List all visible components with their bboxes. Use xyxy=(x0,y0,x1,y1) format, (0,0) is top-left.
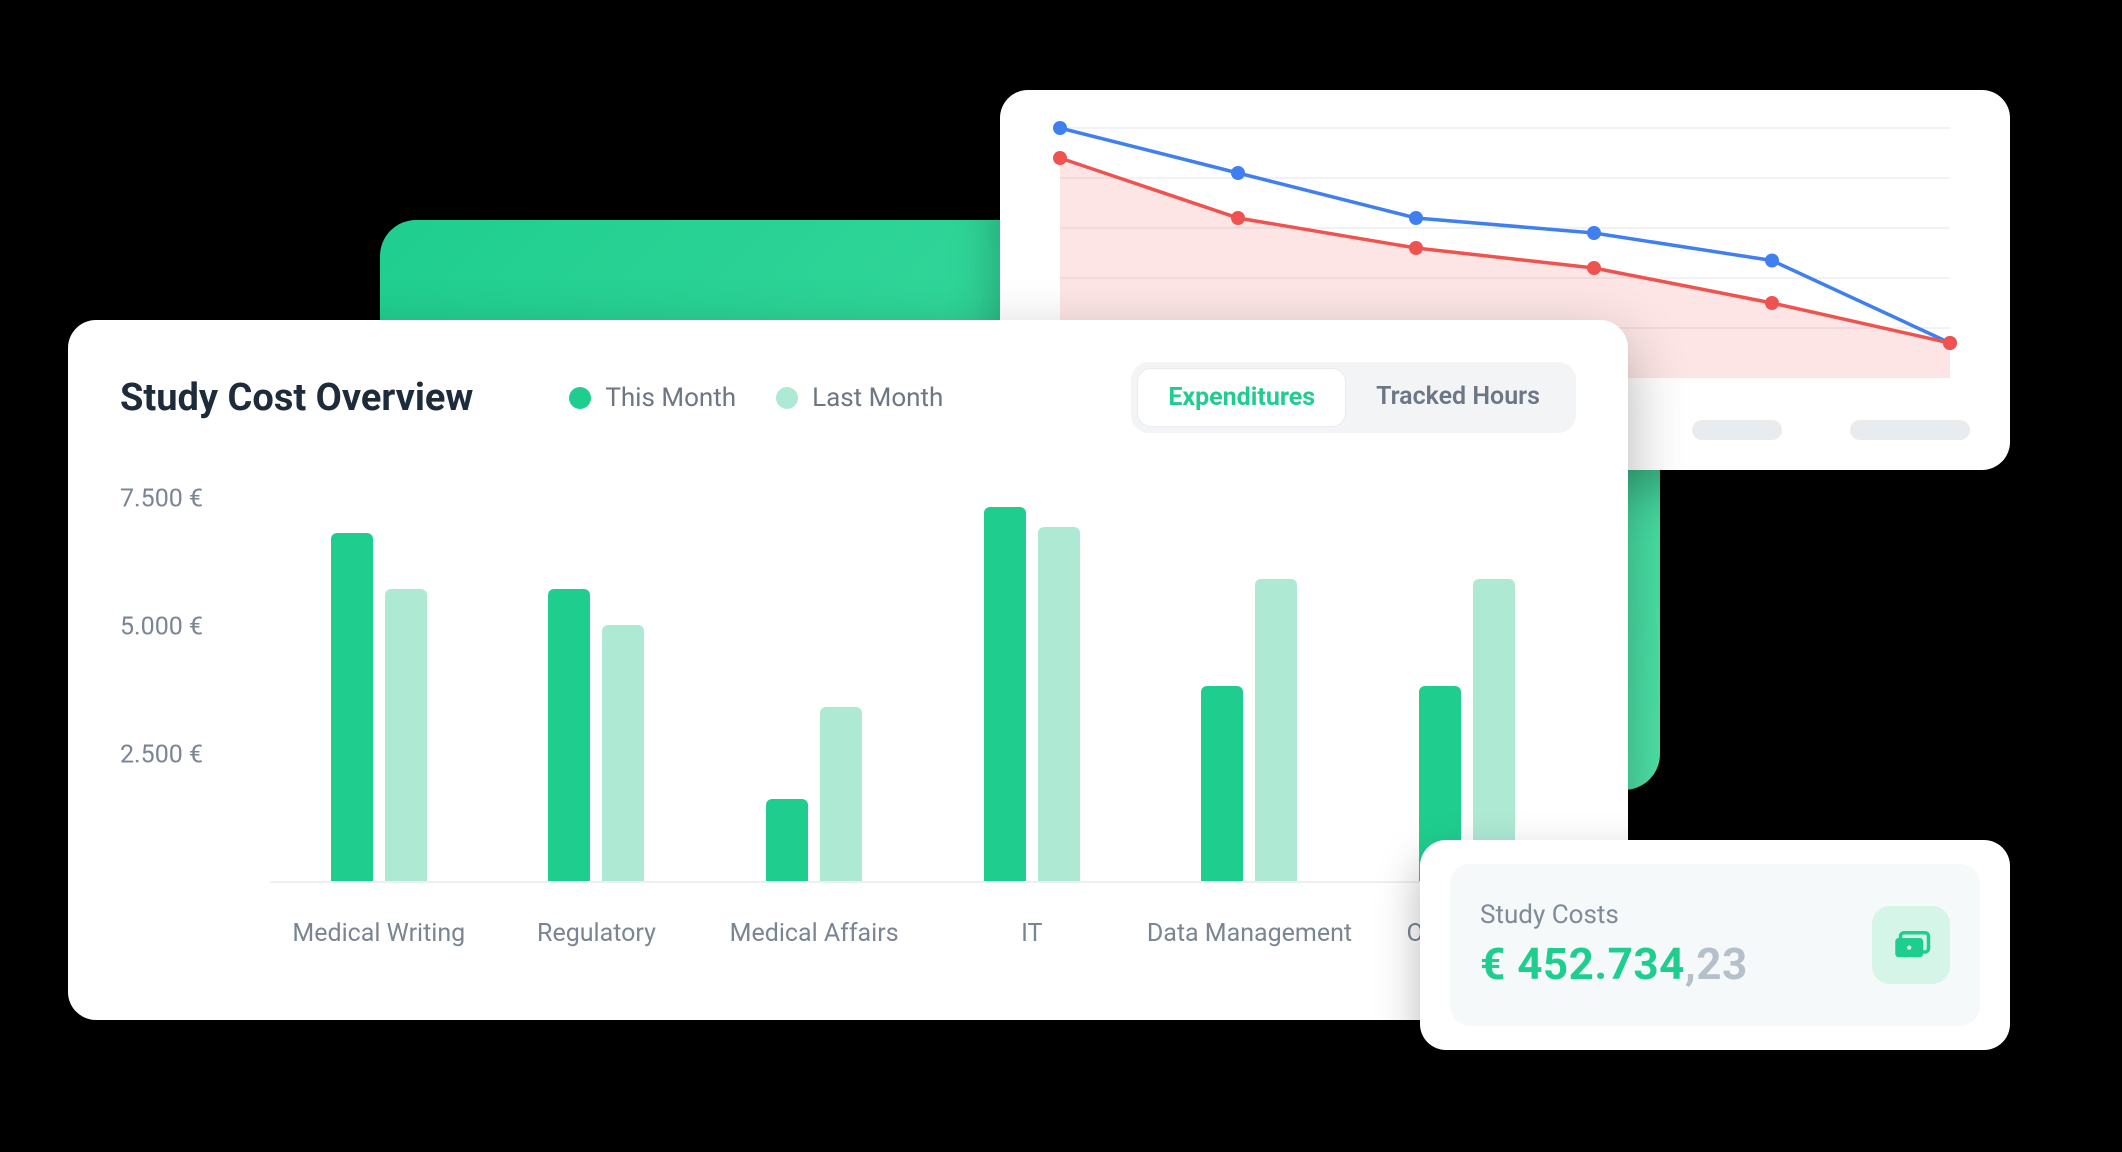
summary-tile: Study Costs € 452.734,23 xyxy=(1450,864,1980,1026)
bar-group xyxy=(749,707,879,881)
bar xyxy=(331,533,373,882)
bar-chart-title: Study Cost Overview xyxy=(120,376,473,420)
bar-chart-legend: This Month Last Month xyxy=(569,383,943,413)
x-label: Data Management xyxy=(1144,919,1354,948)
legend-label: Last Month xyxy=(812,383,943,413)
placeholder-pill xyxy=(1850,420,1970,440)
bar-chart-groups xyxy=(270,473,1576,881)
summary-value-main: 452.734 xyxy=(1517,938,1685,990)
x-label: Medical Writing xyxy=(274,919,484,948)
y-tick-label: 2.500 € xyxy=(120,740,203,769)
bar-group xyxy=(314,533,444,882)
legend-item: Last Month xyxy=(776,383,943,413)
bar-chart-body: 2.500 € 5.000 € 7.500 € Medical WritingReg… xyxy=(120,473,1576,973)
placeholder-pill xyxy=(1692,420,1782,440)
bar xyxy=(602,625,644,881)
bar-group xyxy=(967,507,1097,881)
legend-dot xyxy=(569,387,591,409)
bar-group xyxy=(1402,579,1532,881)
tab-tracked-hours[interactable]: Tracked Hours xyxy=(1346,368,1570,427)
bar xyxy=(1255,579,1297,881)
bar xyxy=(385,589,427,881)
y-tick-label: 7.500 € xyxy=(120,484,203,513)
money-icon xyxy=(1872,906,1950,984)
bar-chart-x-labels: Medical WritingRegulatory Medical Affairs… xyxy=(270,893,1576,973)
bar-chart-header: Study Cost Overview This Month Last Month… xyxy=(68,320,1628,433)
bar xyxy=(766,799,808,881)
legend-label: This Month xyxy=(605,383,736,413)
bar xyxy=(984,507,1026,881)
summary-card: Study Costs € 452.734,23 xyxy=(1420,840,2010,1050)
bar-chart-card: Study Cost Overview This Month Last Month… xyxy=(68,320,1628,1020)
bar-chart-plot xyxy=(270,473,1576,883)
bar-chart-y-axis: 2.500 € 5.000 € 7.500 € xyxy=(120,473,250,883)
legend-item: This Month xyxy=(569,383,736,413)
bar xyxy=(820,707,862,881)
x-label: IT xyxy=(927,919,1137,948)
bar-chart-tabs: ExpendituresTracked Hours xyxy=(1131,362,1576,433)
bar xyxy=(1201,686,1243,881)
x-label: Regulatory xyxy=(491,919,701,948)
bar xyxy=(548,589,590,881)
bar-group xyxy=(531,589,661,881)
tab-expenditures[interactable]: Expenditures xyxy=(1137,368,1346,427)
summary-label: Study Costs xyxy=(1480,900,1748,930)
summary-value-cents: ,23 xyxy=(1685,938,1748,990)
summary-currency: € xyxy=(1480,938,1506,990)
y-tick-label: 5.000 € xyxy=(120,612,203,641)
bar-group xyxy=(1184,579,1314,881)
legend-dot xyxy=(776,387,798,409)
bar xyxy=(1038,527,1080,881)
x-label: Medical Affairs xyxy=(709,919,919,948)
summary-value: € 452.734,23 xyxy=(1480,938,1748,990)
summary-text-block: Study Costs € 452.734,23 xyxy=(1480,900,1748,990)
bar xyxy=(1473,579,1515,881)
